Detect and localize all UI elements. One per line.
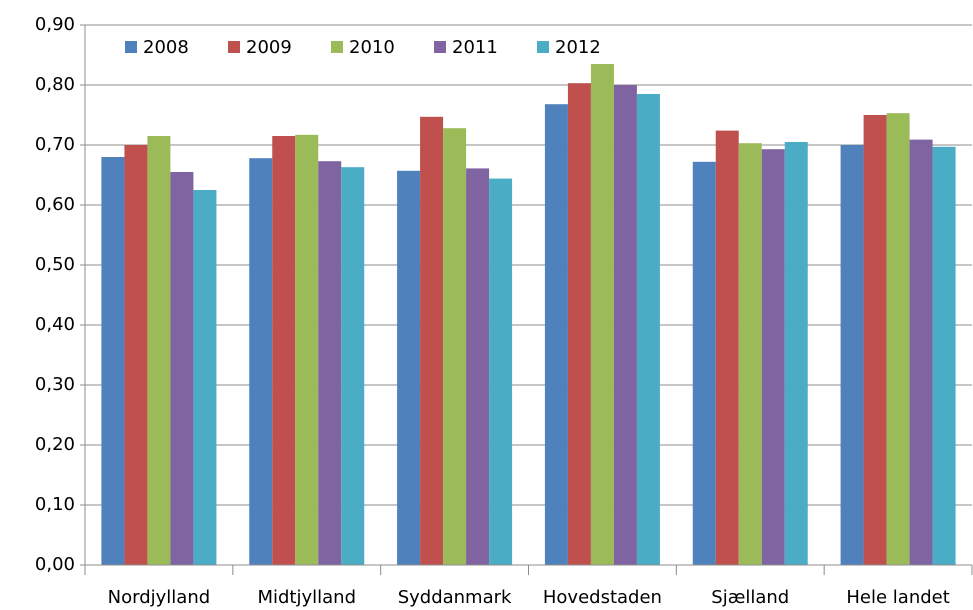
y-tick-label: 0,40 <box>35 314 75 335</box>
bar <box>715 130 739 565</box>
bar <box>738 143 762 565</box>
bar <box>318 161 342 565</box>
x-tick-label: Hovedstaden <box>543 587 662 608</box>
legend-label: 2011 <box>452 37 498 58</box>
y-tick-label: 0,00 <box>35 554 75 575</box>
bar <box>761 149 785 565</box>
x-tick-label: Hele landet <box>846 587 949 608</box>
legend-swatch <box>434 41 446 53</box>
bar <box>784 142 808 565</box>
bar <box>544 104 568 565</box>
bar <box>249 158 273 565</box>
y-tick-label: 0,80 <box>35 74 75 95</box>
legend-swatch <box>331 41 343 53</box>
bar <box>636 94 660 565</box>
legend-label: 2012 <box>555 37 601 58</box>
bar <box>840 145 864 565</box>
bar <box>397 170 421 566</box>
bar <box>613 85 637 565</box>
bar <box>590 64 614 565</box>
bar <box>909 139 933 565</box>
legend-swatch <box>125 41 137 53</box>
bar <box>193 190 217 565</box>
bar <box>295 134 319 566</box>
y-tick-label: 0,50 <box>35 254 75 275</box>
bar <box>124 145 148 565</box>
legend-label: 2010 <box>349 37 395 58</box>
x-tick-label: Syddanmark <box>398 587 512 608</box>
bar <box>272 136 296 565</box>
y-tick-label: 0,60 <box>35 194 75 215</box>
bar <box>466 168 490 565</box>
y-tick-label: 0,30 <box>35 374 75 395</box>
y-tick-label: 0,90 <box>35 14 75 35</box>
legend-swatch <box>228 41 240 53</box>
bar <box>692 161 716 566</box>
x-tick-label: Nordjylland <box>108 587 211 608</box>
bar <box>863 115 887 565</box>
bar <box>147 136 171 565</box>
bar <box>567 83 591 565</box>
bar <box>170 172 194 565</box>
x-tick-label: Midtjylland <box>257 587 356 608</box>
bar <box>489 178 513 565</box>
bar <box>420 116 444 566</box>
legend-label: 2008 <box>143 37 189 58</box>
bar <box>932 146 956 566</box>
bar <box>886 113 910 565</box>
x-tick-label: Sjælland <box>711 587 789 608</box>
bar <box>443 128 467 565</box>
bar <box>341 167 365 565</box>
legend-swatch <box>537 41 549 53</box>
bar <box>101 157 125 565</box>
y-tick-label: 0,70 <box>35 134 75 155</box>
legend-label: 2009 <box>246 37 292 58</box>
y-tick-label: 0,20 <box>35 434 75 455</box>
y-tick-label: 0,10 <box>35 494 75 515</box>
